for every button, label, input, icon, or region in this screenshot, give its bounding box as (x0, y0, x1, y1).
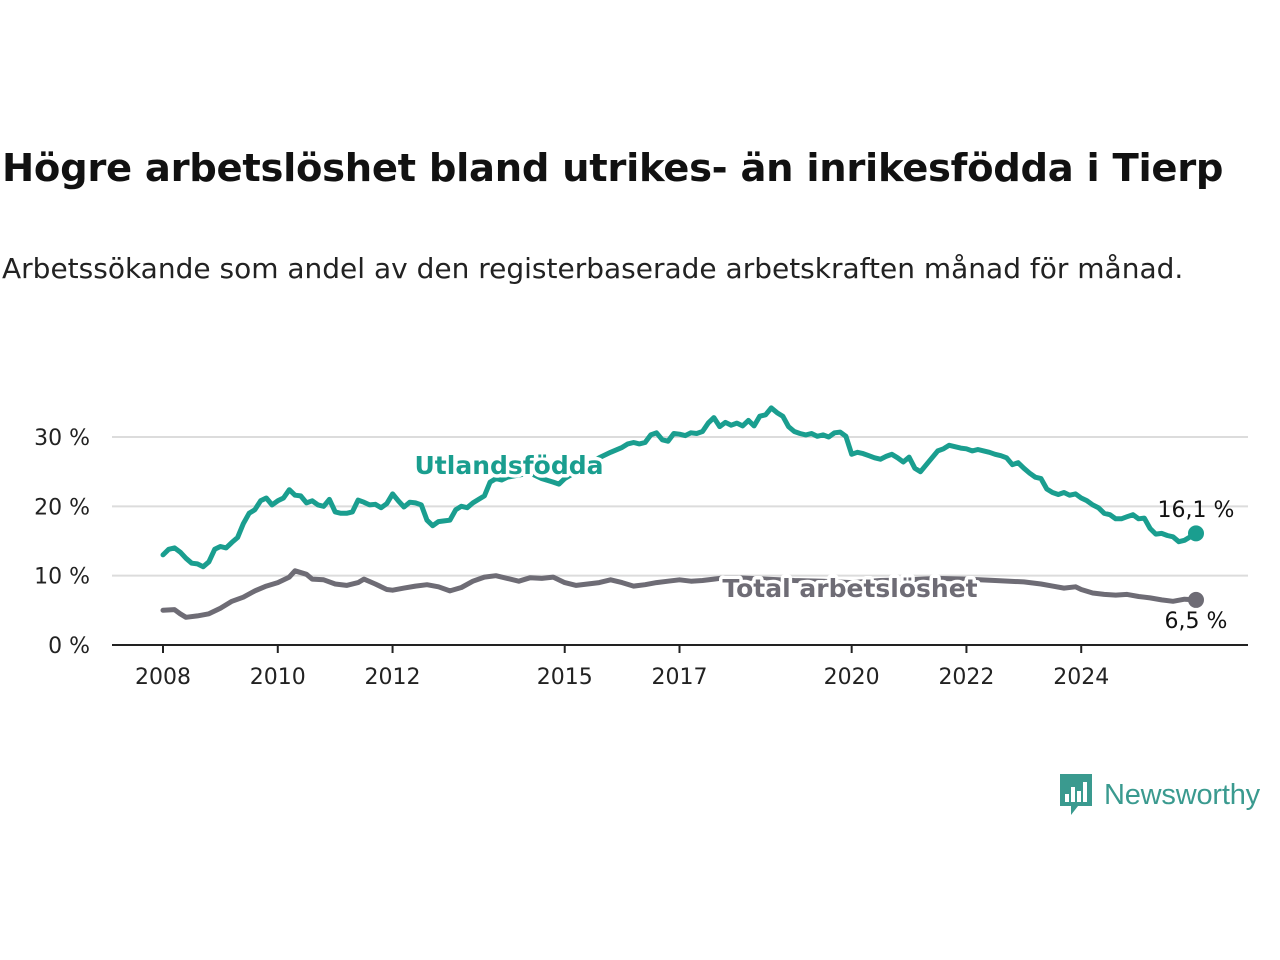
end-point-marker (1188, 591, 1204, 608)
y-tick-label: 0 % (48, 634, 90, 659)
last-value-label-total: 6,5 % (1165, 609, 1228, 634)
x-tick-label: 2015 (537, 665, 593, 690)
series-labels: Utlandsfödda Total arbetslöshet 16,1 % 6,5 … (411, 448, 1235, 635)
series-line-total (160, 568, 1199, 620)
y-tick-label: 10 % (34, 565, 90, 590)
newsworthy-logo[interactable]: Newsworthy (1058, 772, 1260, 818)
y-tick-label: 20 % (34, 495, 90, 520)
y-tick-label: 30 % (34, 426, 90, 451)
newsworthy-logo-text: Newsworthy (1104, 778, 1260, 811)
gridlines (112, 436, 1248, 577)
x-tick-label: 2022 (938, 665, 994, 690)
x-axis: 2008 2010 2012 2015 2017 2020 2022 2024 (112, 644, 1248, 690)
series-line-utlandsfodda (160, 405, 1199, 570)
x-tick-label: 2017 (652, 665, 708, 690)
y-axis: 0 % 10 % 20 % 30 % (34, 426, 90, 659)
series-label-total: Total arbetslöshet (722, 574, 977, 603)
chart-title: Högre arbetslöshet bland utrikes- än inr… (2, 146, 1224, 191)
x-tick-label: 2012 (365, 665, 421, 690)
chart-subtitle: Arbetssökande som andel av den registerb… (2, 252, 1184, 285)
x-tick-label: 2010 (250, 665, 306, 690)
newsworthy-logo-icon (1060, 774, 1092, 815)
end-point-marker (1188, 525, 1204, 542)
x-tick-label: 2024 (1053, 665, 1109, 690)
x-tick-label: 2008 (135, 665, 191, 690)
series-label-utlandsfodda: Utlandsfödda (415, 451, 604, 480)
series-lines (160, 405, 1204, 620)
last-value-label-utlandsfodda: 16,1 % (1158, 498, 1235, 523)
x-tick-label: 2020 (824, 665, 880, 690)
